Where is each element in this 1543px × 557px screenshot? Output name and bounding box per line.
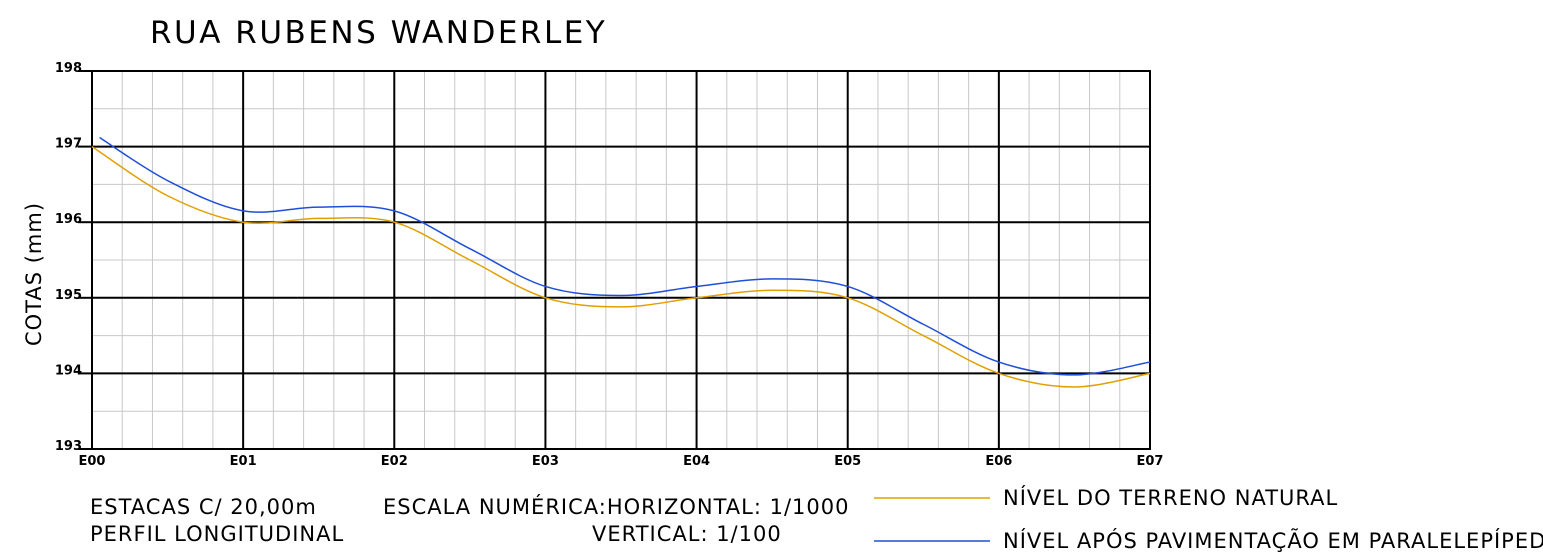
x-tick-label: E06 xyxy=(985,454,1012,469)
stations-note: ESTACAS C/ 20,00m xyxy=(90,495,317,519)
minor-grid xyxy=(92,71,1150,449)
x-tick-labels: E00 E01 E02 E03 E04 E05 E06 E07 xyxy=(79,454,1164,469)
chart-title: RUA RUBENS WANDERLEY xyxy=(150,15,607,51)
x-tick-label: E00 xyxy=(79,454,106,469)
y-tick-label: 197 xyxy=(55,137,82,152)
y-tick-label: 194 xyxy=(55,363,82,378)
plot-frame xyxy=(91,70,1151,450)
y-axis-label: COTAS (mm) xyxy=(22,202,46,346)
x-tick-label: E05 xyxy=(834,454,861,469)
x-tick-label: E04 xyxy=(683,454,710,469)
x-tick-label: E01 xyxy=(230,454,257,469)
series-line-pavimentacao xyxy=(99,136,1151,376)
series-line-terreno xyxy=(91,145,1151,388)
y-tick-label: 195 xyxy=(55,288,82,303)
scale-horizontal-note: ESCALA NUMÉRICA:HORIZONTAL: 1/1000 xyxy=(383,494,849,519)
x-tick-label: E02 xyxy=(381,454,408,469)
profile-note: PERFIL LONGITUDINAL xyxy=(90,522,344,546)
legend-label-terreno: NÍVEL DO TERRENO NATURAL xyxy=(1003,485,1338,510)
y-tick-label: 198 xyxy=(55,61,82,76)
legend: NÍVEL DO TERRENO NATURAL NÍVEL APÓS PAVI… xyxy=(874,485,1543,553)
y-tick-label: 193 xyxy=(55,439,82,454)
y-tick-labels: 193 194 195 196 197 198 xyxy=(55,61,92,454)
legend-label-pavimentacao: NÍVEL APÓS PAVIMENTAÇÃO EM PARALELEPÍPED… xyxy=(1003,527,1543,553)
y-tick-label: 196 xyxy=(55,212,82,227)
series-lines xyxy=(91,136,1151,388)
x-tick-label: E03 xyxy=(532,454,559,469)
scale-vertical-note: VERTICAL: 1/100 xyxy=(592,522,782,546)
x-tick-label: E07 xyxy=(1137,454,1164,469)
